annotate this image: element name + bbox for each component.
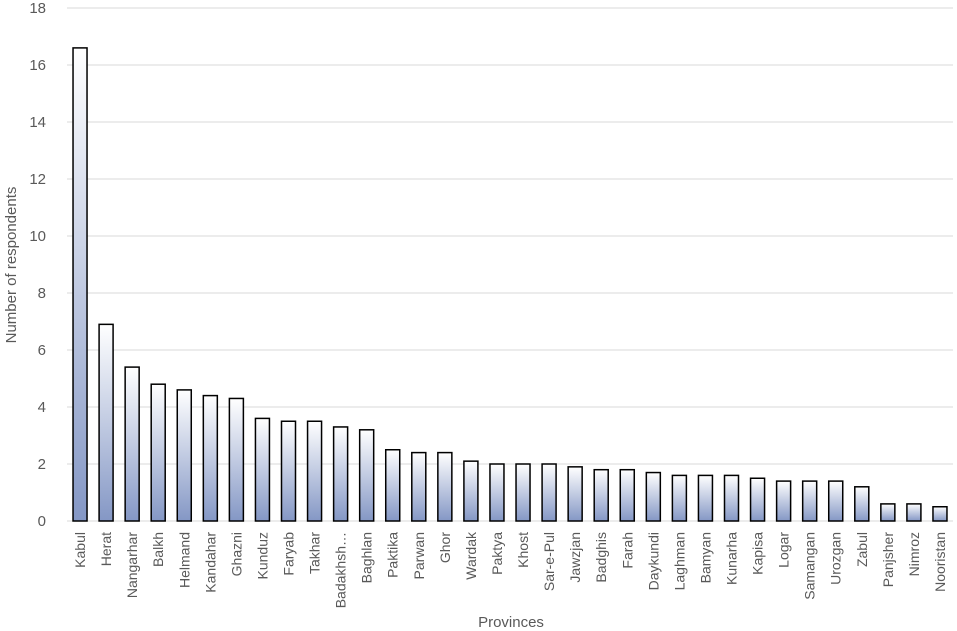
- x-category-label: Daykundi: [645, 532, 661, 590]
- y-axis-ticks: 0 2 4 6 8 10 12 14 16 18: [29, 0, 46, 530]
- x-category-label: Khost: [515, 532, 531, 568]
- x-category-label: Kunarha: [724, 532, 740, 585]
- x-category-label: Helmand: [176, 532, 192, 588]
- x-category-label: Nooristan: [932, 532, 948, 592]
- bar-khost: [515, 463, 531, 522]
- x-category-label: Bamyan: [697, 532, 713, 583]
- x-category-label: Parwan: [411, 532, 427, 579]
- x-axis-categories: Kabul Herat Nangarhar Balkh Helmand Kandahar G…: [72, 531, 948, 608]
- bar-bamyan: [697, 474, 714, 522]
- bar-kapisa: [749, 477, 766, 522]
- gridlines: [67, 7, 953, 522]
- bar-samangan: [801, 480, 818, 522]
- y-tick-label: 16: [29, 57, 46, 74]
- bar-herat: [98, 323, 114, 522]
- bar-farah: [619, 468, 636, 522]
- y-tick-label: 12: [29, 171, 46, 188]
- bar-panjsher: [880, 503, 896, 522]
- x-category-label: Herat: [98, 532, 114, 566]
- x-category-label: Zabul: [854, 532, 870, 567]
- bar-logar: [775, 480, 792, 522]
- y-tick-label: 6: [38, 342, 46, 359]
- bar-baghlan: [358, 429, 375, 522]
- x-category-label: Badghis: [593, 532, 609, 583]
- x-category-label: Nangarhar: [124, 532, 140, 598]
- bar-laghman: [671, 474, 688, 522]
- bar-daykundi: [645, 471, 662, 522]
- bars: [72, 47, 948, 522]
- bar-faryab: [280, 420, 297, 522]
- bar-parwan: [411, 451, 427, 522]
- x-category-label: Balkh: [150, 532, 166, 567]
- y-tick-label: 8: [38, 285, 46, 302]
- bar-kandahar: [202, 394, 219, 522]
- bar-badakhsh: [332, 426, 349, 522]
- bar-paktya: [489, 463, 505, 522]
- x-category-label: Urozgan: [828, 532, 844, 585]
- x-category-label: Kunduz: [254, 532, 270, 579]
- bar-urozgan: [827, 480, 844, 522]
- x-category-label: Faryab: [281, 532, 297, 576]
- bar-wardak: [463, 460, 479, 522]
- x-category-label: Laghman: [671, 532, 687, 590]
- bar-zabul: [854, 486, 870, 522]
- bar-kunarha: [723, 474, 740, 522]
- bar-ghor: [437, 451, 453, 522]
- y-tick-label: 0: [38, 513, 46, 530]
- x-category-label: Takhar: [307, 532, 323, 574]
- bar-balkh: [150, 383, 166, 522]
- x-category-label: Kapisa: [750, 532, 766, 575]
- x-category-label: Badakhsh…: [333, 532, 349, 608]
- y-axis-label: Number of respondents: [3, 187, 20, 344]
- bar-kabul: [72, 47, 88, 522]
- x-category-label: Samangan: [802, 532, 818, 600]
- bar-kunduz: [254, 417, 271, 522]
- x-category-label: Ghazni: [228, 532, 244, 576]
- x-category-label: Panjsher: [880, 532, 896, 588]
- x-category-label: Paktya: [489, 532, 505, 575]
- x-category-label: Ghor: [437, 532, 453, 563]
- x-category-label: Farah: [619, 532, 635, 569]
- y-tick-label: 4: [38, 399, 46, 416]
- y-tick-label: 2: [38, 456, 46, 473]
- x-category-label: Nimroz: [906, 532, 922, 576]
- x-category-label: Kabul: [72, 532, 88, 568]
- x-category-label: Jawzjan: [567, 532, 583, 583]
- x-category-label: Wardak: [463, 531, 479, 580]
- bar-nimroz: [906, 503, 922, 522]
- x-category-label: Logar: [776, 532, 792, 568]
- x-category-label: Paktika: [385, 532, 401, 578]
- x-category-label: Kandahar: [202, 532, 218, 593]
- bar-nangarhar: [124, 366, 140, 522]
- x-category-label: Sar-e-Pul: [541, 532, 557, 591]
- bar-paktika: [384, 449, 401, 522]
- bar-helmand: [176, 389, 193, 522]
- bar-nooristan: [932, 506, 948, 522]
- bar-badghis: [593, 468, 609, 522]
- bar-takhar: [306, 420, 323, 522]
- y-tick-label: 14: [29, 114, 46, 131]
- y-tick-label: 18: [29, 0, 46, 17]
- bar-jawzjan: [567, 466, 583, 522]
- x-axis-label: Provinces: [478, 614, 544, 631]
- bar-ghazni: [228, 397, 245, 522]
- x-category-label: Baghlan: [359, 532, 375, 583]
- y-tick-label: 10: [29, 228, 46, 245]
- bar-sar-e-pul: [541, 463, 557, 522]
